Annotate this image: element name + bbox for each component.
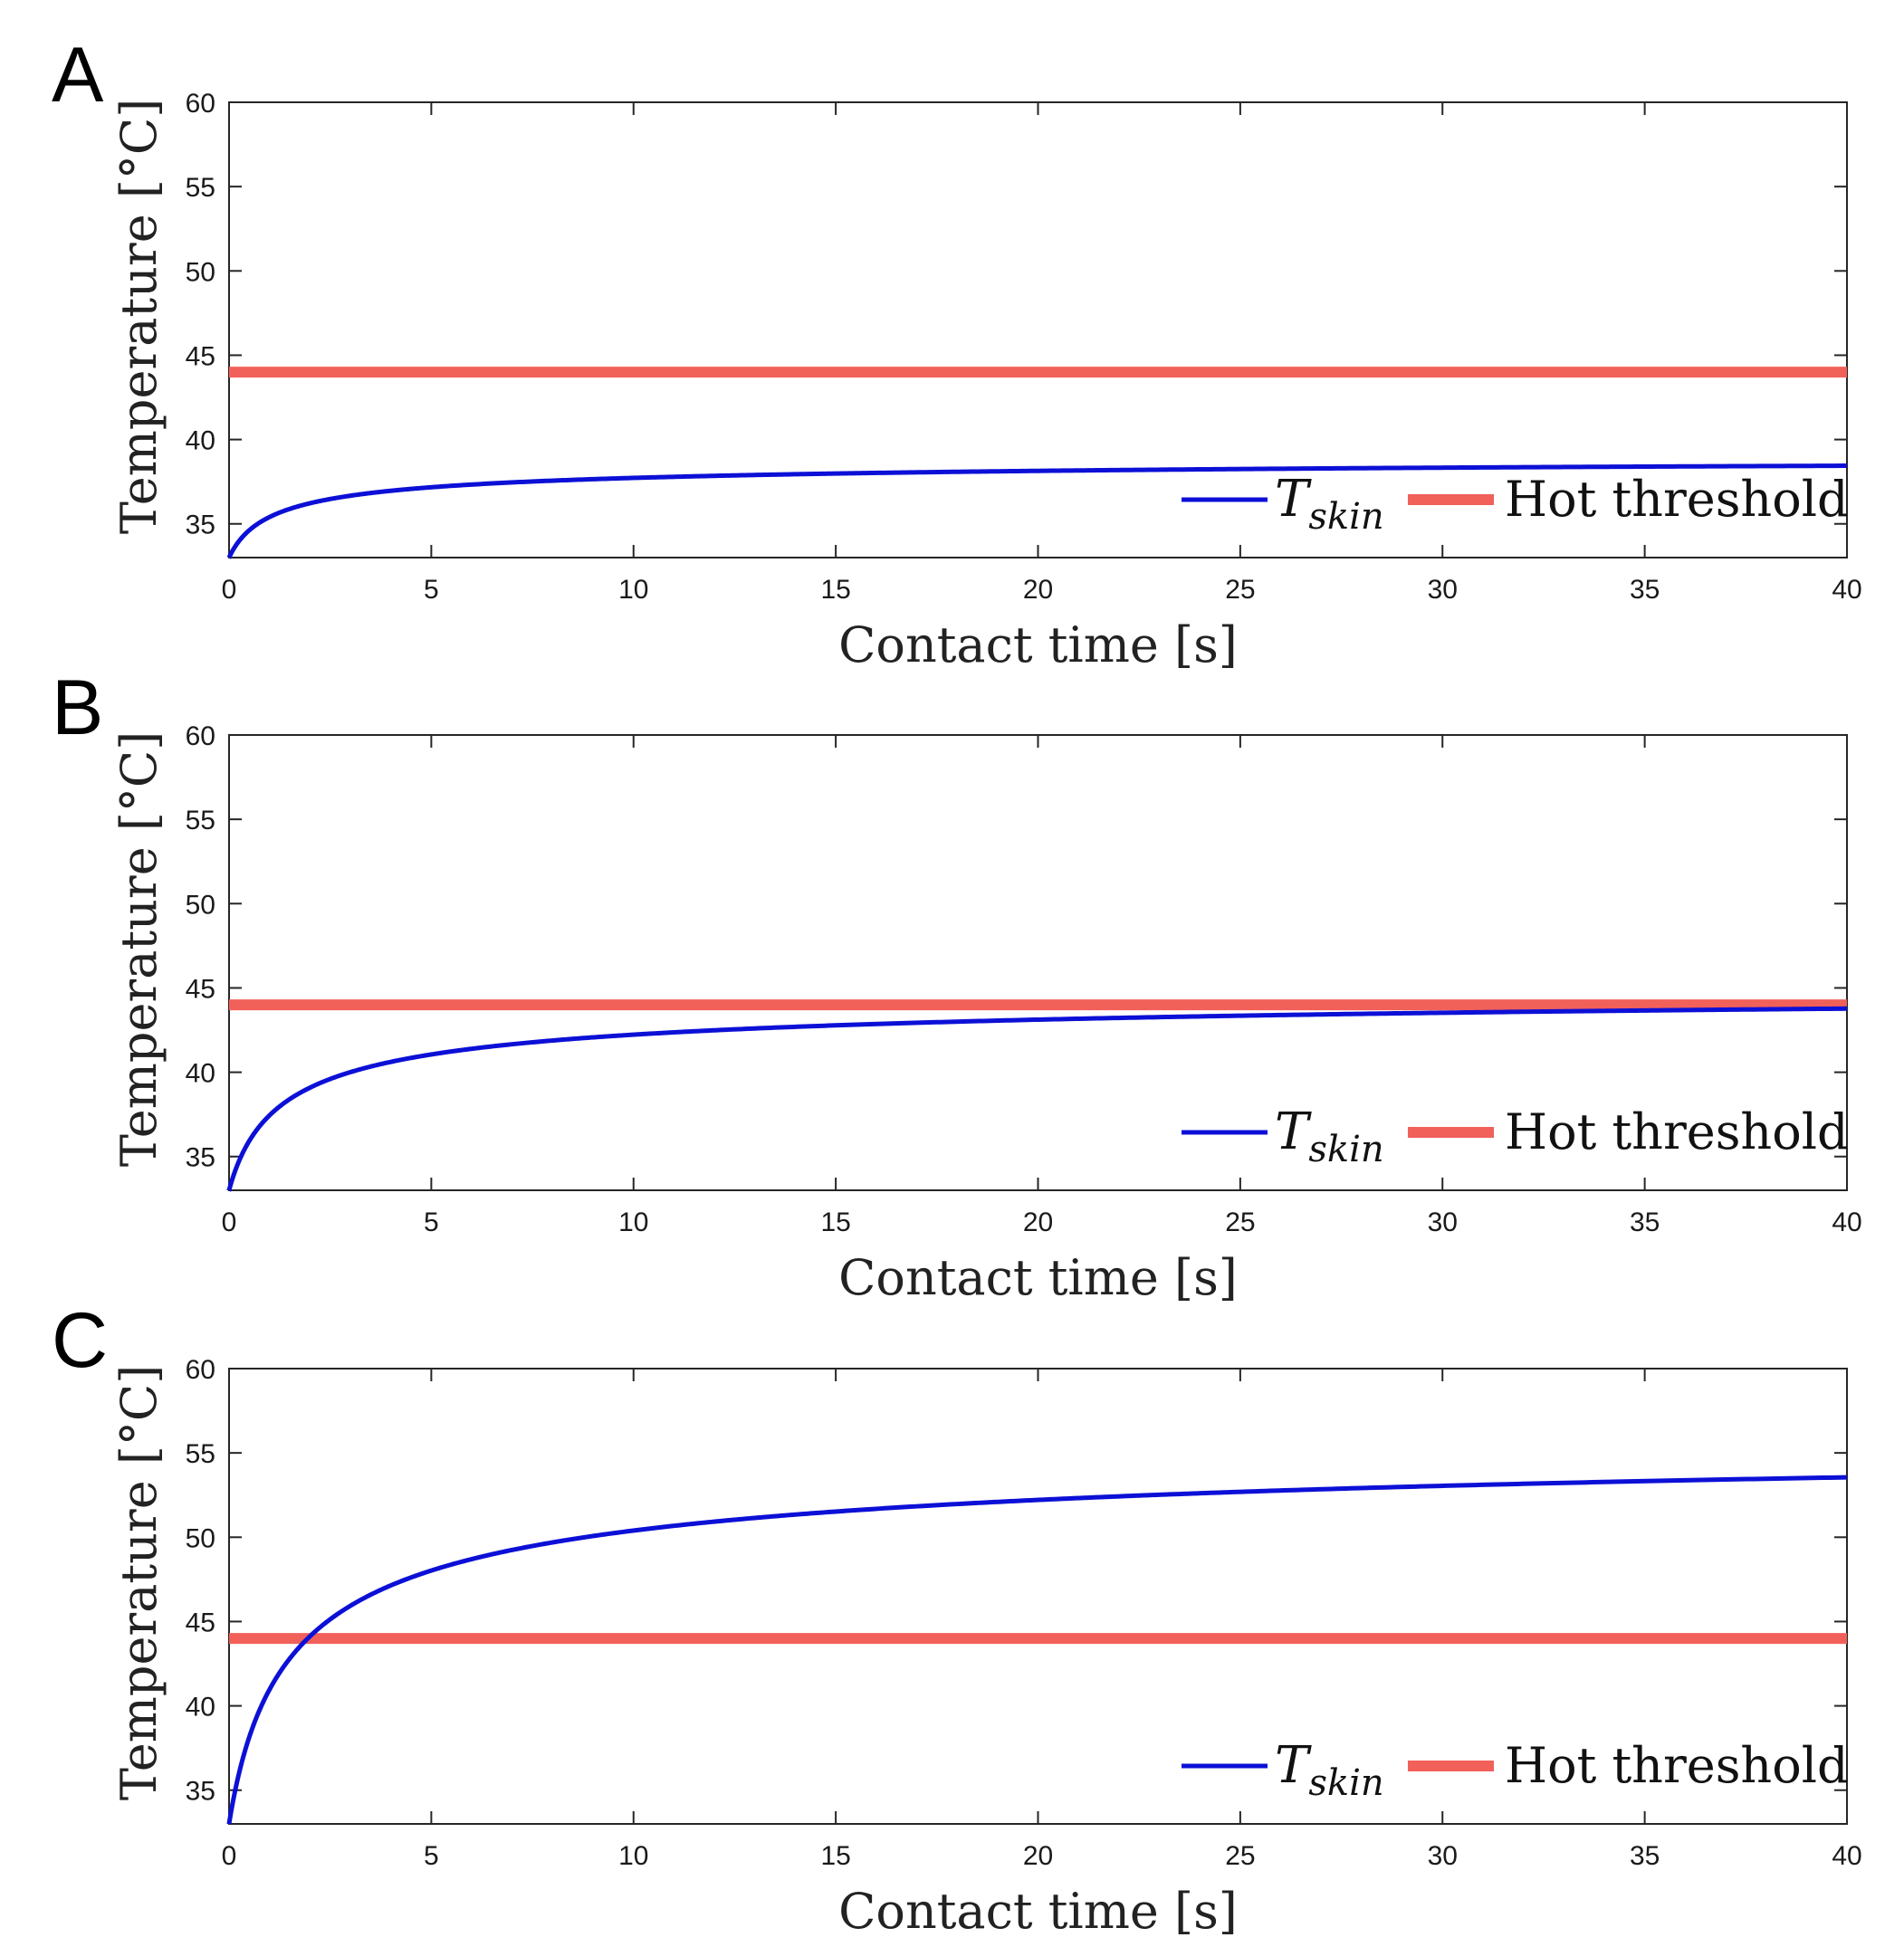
y-tick-label: 50	[186, 1523, 215, 1553]
x-tick-label: 25	[1225, 575, 1255, 605]
x-tick-label: 25	[1225, 1207, 1255, 1237]
y-axis-title: Temperature [°C]	[110, 731, 167, 1167]
x-tick-label: 0	[222, 1841, 237, 1871]
chart-panel-c: C 0 5 10 15 20 25 30 35 40 35 40 45 50 55 60 Contact tim…	[52, 1297, 1862, 1940]
panel-letter: C	[52, 1297, 108, 1384]
legend-skin-label: Tskin	[1275, 470, 1384, 538]
x-tick-label: 0	[222, 575, 237, 605]
legend-skin-label: Tskin	[1275, 1736, 1384, 1804]
y-tick-label: 50	[186, 257, 215, 287]
y-tick-label: 40	[186, 426, 215, 456]
y-tick-label: 45	[186, 974, 215, 1004]
y-axis-title: Temperature [°C]	[110, 99, 167, 534]
y-tick-label: 60	[186, 1355, 215, 1385]
legend-threshold-label: Hot threshold	[1505, 1103, 1849, 1160]
x-tick-label: 5	[424, 1841, 439, 1871]
legend-skin-label: Tskin	[1275, 1102, 1384, 1170]
x-tick-label: 20	[1023, 575, 1053, 605]
y-tick-label: 40	[186, 1059, 215, 1089]
x-axis-title: Contact time [s]	[838, 616, 1238, 673]
y-tick-label: 60	[186, 89, 215, 119]
x-tick-label: 0	[222, 1207, 237, 1237]
chart-panel-b: B 0 5 10 15 20 25 30 35 40 35 40 45 50 55 60 Contact tim…	[52, 664, 1862, 1306]
x-tick-label: 20	[1023, 1207, 1053, 1237]
y-tick-label: 45	[186, 341, 215, 371]
y-tick-label: 55	[186, 806, 215, 835]
x-tick-label: 35	[1630, 1207, 1660, 1237]
x-tick-label: 30	[1428, 575, 1458, 605]
chart-panel-a: A 0 5 10 15 20 25 30 35 40 35 40 45 50 55 60 Contact tim…	[52, 32, 1862, 673]
x-tick-label: 10	[618, 575, 648, 605]
legend-skin-subscript: skin	[1308, 1762, 1383, 1804]
y-tick-label: 55	[186, 173, 215, 203]
x-tick-label: 35	[1630, 575, 1660, 605]
legend-skin-symbol: T	[1275, 1736, 1312, 1795]
x-tick-label: 40	[1832, 575, 1861, 605]
y-tick-label: 55	[186, 1439, 215, 1469]
y-tick-label: 35	[186, 1143, 215, 1173]
x-tick-label: 25	[1225, 1841, 1255, 1871]
legend-threshold-label: Hot threshold	[1505, 471, 1849, 528]
x-tick-label: 30	[1428, 1207, 1458, 1237]
legend-threshold-label: Hot threshold	[1505, 1737, 1849, 1794]
x-tick-label: 15	[820, 1207, 850, 1237]
y-tick-label: 35	[186, 511, 215, 540]
x-tick-label: 35	[1630, 1841, 1660, 1871]
x-axis-title: Contact time [s]	[838, 1883, 1238, 1940]
x-axis-title: Contact time [s]	[838, 1249, 1238, 1306]
y-axis-title: Temperature [°C]	[110, 1365, 167, 1800]
y-tick-label: 50	[186, 890, 215, 920]
y-tick-label: 40	[186, 1693, 215, 1723]
legend-skin-symbol: T	[1275, 470, 1312, 529]
x-tick-label: 20	[1023, 1841, 1053, 1871]
panel-letter: B	[52, 664, 103, 751]
legend-skin-subscript: skin	[1308, 496, 1383, 538]
skin-temperature-line	[226, 1475, 1848, 1825]
y-tick-label: 60	[186, 721, 215, 751]
skin-temperature-line	[226, 463, 1848, 559]
x-tick-label: 40	[1832, 1207, 1861, 1237]
x-tick-label: 15	[820, 575, 850, 605]
x-tick-label: 15	[820, 1841, 850, 1871]
x-tick-label: 40	[1832, 1841, 1861, 1871]
x-tick-label: 5	[424, 575, 439, 605]
x-tick-label: 5	[424, 1207, 439, 1237]
x-tick-label: 10	[618, 1841, 648, 1871]
legend-skin-subscript: skin	[1308, 1129, 1383, 1170]
x-tick-label: 30	[1428, 1841, 1458, 1871]
legend-skin-symbol: T	[1275, 1102, 1312, 1161]
x-tick-label: 10	[618, 1207, 648, 1237]
y-tick-label: 45	[186, 1608, 215, 1637]
panel-letter: A	[52, 32, 104, 119]
skin-temperature-line	[226, 1006, 1848, 1192]
y-tick-label: 35	[186, 1777, 215, 1807]
